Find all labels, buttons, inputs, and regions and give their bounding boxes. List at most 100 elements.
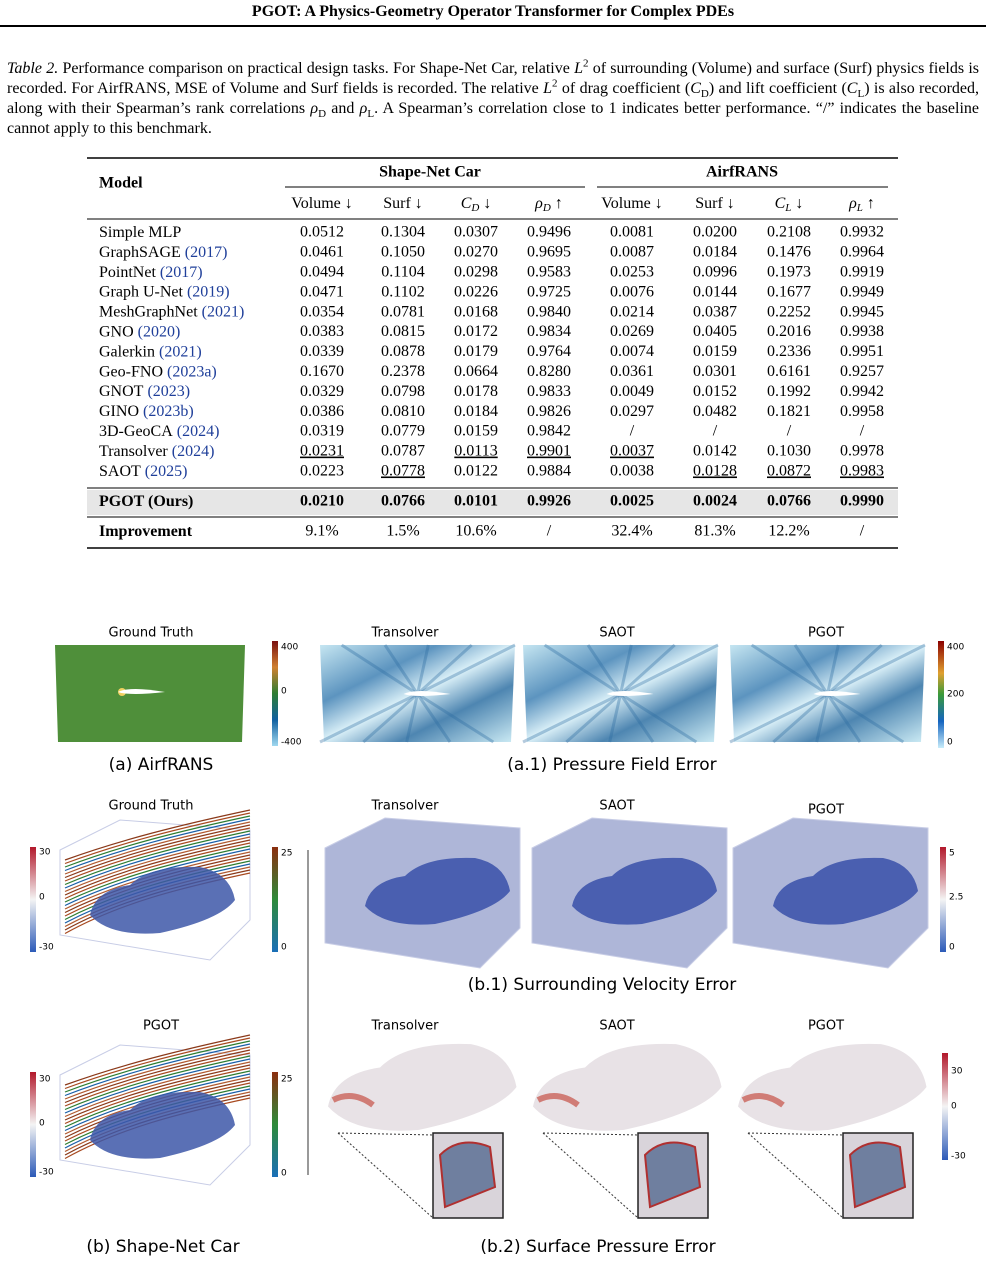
model-name: GNOT bbox=[99, 383, 144, 400]
table-rule bbox=[87, 487, 898, 489]
table-cell: 0.9884 bbox=[527, 462, 571, 479]
row-label: PGOT (Ours) bbox=[99, 493, 193, 510]
table-cell: 0.2252 bbox=[767, 303, 811, 320]
table-cell: 0.9964 bbox=[840, 244, 884, 261]
table-cell: 0.9990 bbox=[840, 493, 884, 510]
table-cell: 0.0113 bbox=[454, 443, 497, 460]
table-caption: Table 2. Performance comparison on pract… bbox=[7, 58, 980, 139]
figure-caption: (a) AirfRANS bbox=[109, 755, 214, 775]
table-cell: 0.8280 bbox=[527, 363, 571, 380]
streamline bbox=[64, 815, 251, 868]
colorbar bbox=[272, 847, 278, 952]
streamline bbox=[64, 1046, 251, 1100]
model-header: Model bbox=[99, 175, 143, 192]
caption-text: D bbox=[318, 108, 327, 121]
column-arrow: ↓ bbox=[345, 195, 353, 212]
citation: (2023) bbox=[147, 383, 190, 400]
table-cell: 0.0301 bbox=[693, 363, 737, 380]
caption-text: ) and lift coefficient ( bbox=[708, 80, 847, 97]
streamline bbox=[64, 842, 251, 900]
figure-caption: (b.2) Surface Pressure Error bbox=[480, 1237, 715, 1257]
citation: (2017) bbox=[185, 244, 228, 261]
table-cell: 0.0122 bbox=[454, 462, 498, 479]
caption-text: of drag coefficient ( bbox=[557, 80, 691, 97]
colorbar-tick: 0 bbox=[281, 687, 287, 697]
ray bbox=[319, 692, 419, 744]
table-cell: 0.0142 bbox=[693, 443, 737, 460]
table-cell: 0.9496 bbox=[527, 224, 571, 241]
colorbar bbox=[272, 641, 278, 746]
streamline bbox=[64, 1067, 251, 1125]
table-cell: 0.0049 bbox=[610, 383, 654, 400]
column-subscript: D bbox=[470, 202, 479, 214]
ray bbox=[362, 692, 419, 744]
table-cell: 0.9695 bbox=[527, 244, 571, 261]
flow-field bbox=[55, 645, 245, 742]
figure-caption: (b) Shape-Net Car bbox=[86, 1237, 239, 1257]
table-cell: 0.9583 bbox=[527, 263, 571, 280]
model-name: GINO bbox=[99, 403, 139, 420]
column-arrow: ↓ bbox=[655, 195, 663, 212]
table-cell: 0.0779 bbox=[381, 423, 425, 440]
table-cell: 0.9901 bbox=[527, 443, 571, 460]
table-cell: 0.0766 bbox=[767, 493, 811, 510]
table-cell: 0.0159 bbox=[693, 343, 737, 360]
table-cell: / bbox=[860, 523, 865, 540]
column-label: Volume bbox=[601, 195, 650, 212]
table-cell: 0.0074 bbox=[610, 343, 654, 360]
caption-text: ) is also recorded, along with their Spe… bbox=[7, 80, 980, 117]
caption-text: and bbox=[326, 100, 360, 117]
ray bbox=[340, 643, 419, 696]
caption-text: ρ bbox=[310, 100, 319, 117]
table-rule bbox=[87, 218, 898, 220]
group-header: Shape-Net Car bbox=[379, 164, 481, 181]
colorbar-tick: 5 bbox=[949, 849, 955, 859]
airfoil bbox=[403, 691, 451, 696]
caption-text: C bbox=[846, 80, 858, 97]
colorbar-tick: 0 bbox=[951, 1102, 957, 1112]
table-cell: 0.0872 bbox=[767, 462, 811, 479]
colorbar-tick: -30 bbox=[39, 1168, 54, 1178]
table-cell: 0.0664 bbox=[454, 363, 498, 380]
ray bbox=[793, 644, 829, 695]
table-cell: 0.9833 bbox=[527, 383, 571, 400]
airfoil bbox=[606, 691, 654, 696]
table-cell: 0.1102 bbox=[381, 283, 424, 300]
table-cell: 0.1304 bbox=[381, 224, 425, 241]
streamline bbox=[64, 845, 251, 903]
row-label: Simple MLP bbox=[99, 224, 181, 241]
running-header: PGOT: A Physics-Geometry Operator Transf… bbox=[251, 3, 735, 20]
model-name: Improvement bbox=[99, 523, 193, 540]
ray bbox=[826, 643, 926, 696]
ray bbox=[826, 643, 883, 696]
column-subscript: L bbox=[856, 202, 863, 214]
streamline bbox=[64, 818, 251, 872]
car bbox=[773, 857, 918, 925]
table-cell: 0.1973 bbox=[767, 263, 811, 280]
ray bbox=[543, 643, 622, 696]
column-subscript: L bbox=[784, 202, 791, 214]
car bbox=[572, 857, 717, 925]
streamline bbox=[64, 1058, 251, 1114]
table-cell: 0.0270 bbox=[454, 244, 498, 261]
table-cell: 0.9932 bbox=[840, 224, 884, 241]
colorbar bbox=[938, 641, 944, 748]
caption-label: Table 2. bbox=[7, 60, 59, 77]
streamline bbox=[64, 1070, 251, 1128]
caption-text: L bbox=[543, 80, 553, 97]
colorbar-tick: -30 bbox=[951, 1152, 966, 1162]
table-cell: 0.0297 bbox=[610, 403, 654, 420]
table-cell: 0.9926 bbox=[527, 493, 571, 510]
table-cell: 0.0226 bbox=[454, 283, 498, 300]
table-cell: 0.9725 bbox=[527, 283, 571, 300]
table-cell: 0.0159 bbox=[454, 423, 498, 440]
ray bbox=[619, 693, 655, 743]
caption-text: of surrounding (Volume) and surface (Sur… bbox=[7, 60, 980, 97]
citation: (2023a) bbox=[167, 363, 217, 380]
panel-title: PGOT bbox=[808, 803, 844, 818]
table-cell: 0.0214 bbox=[610, 303, 654, 320]
streamline bbox=[64, 1064, 251, 1121]
header-rule bbox=[0, 25, 986, 27]
table-cell: 0.1104 bbox=[381, 263, 424, 280]
table-cell: 0.0101 bbox=[454, 493, 498, 510]
